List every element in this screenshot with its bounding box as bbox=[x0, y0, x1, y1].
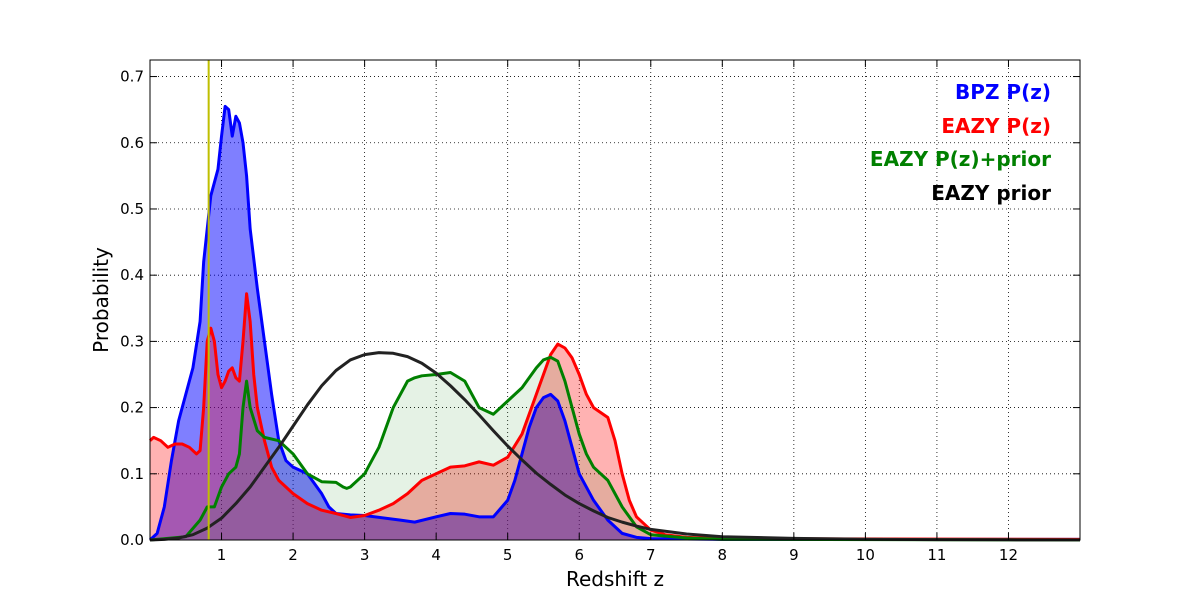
x-tick-label: 10 bbox=[856, 546, 875, 564]
x-tick-label: 9 bbox=[789, 546, 799, 564]
legend-entry-eazy-prior-combined: EAZY P(z)+prior bbox=[870, 147, 1051, 171]
legend: BPZ P(z) EAZY P(z) EAZY P(z)+prior EAZY … bbox=[870, 80, 1051, 205]
series-fill-eazy-p-z-prior bbox=[150, 357, 1080, 540]
y-tick-label: 0.3 bbox=[120, 332, 144, 350]
legend-entry-eazy-prior: EAZY prior bbox=[931, 181, 1051, 205]
x-tick-label: 1 bbox=[217, 546, 227, 564]
x-tick-label: 2 bbox=[288, 546, 298, 564]
series-line-eazy-prior bbox=[149, 351, 1081, 542]
legend-entry-eazy: EAZY P(z) bbox=[941, 114, 1051, 138]
x-tick-label: 6 bbox=[574, 546, 584, 564]
x-tick-label: 3 bbox=[360, 546, 370, 564]
series-line-eazy-p-z-prior bbox=[149, 355, 1081, 542]
y-axis-label: Probability bbox=[89, 247, 113, 353]
x-tick-label: 12 bbox=[999, 546, 1018, 564]
x-tick-label: 7 bbox=[646, 546, 656, 564]
y-tick-label: 0.1 bbox=[120, 465, 144, 483]
axes-frame bbox=[149, 59, 1081, 541]
x-tick-label: 4 bbox=[431, 546, 441, 564]
grid bbox=[150, 60, 1080, 540]
y-tick-label: 0.2 bbox=[120, 399, 144, 417]
ticks: 1 2 3 4 5 6 7 8 9 10 11 120.00.10.20.30.40.50.60.7 bbox=[120, 60, 1080, 564]
y-tick-label: 0.7 bbox=[120, 68, 144, 86]
y-tick-label: 0.4 bbox=[120, 266, 144, 284]
y-tick-label: 0.5 bbox=[120, 200, 144, 218]
y-tick-label: 0.6 bbox=[120, 134, 144, 152]
x-axis-label: Redshift z bbox=[566, 567, 664, 591]
x-tick-label: 5 bbox=[503, 546, 513, 564]
y-tick-label: 0.0 bbox=[120, 531, 144, 549]
x-tick-label: 8 bbox=[718, 546, 728, 564]
legend-entry-bpz: BPZ P(z) bbox=[955, 80, 1051, 104]
series-fills bbox=[150, 106, 1080, 540]
x-tick-label: 11 bbox=[927, 546, 946, 564]
